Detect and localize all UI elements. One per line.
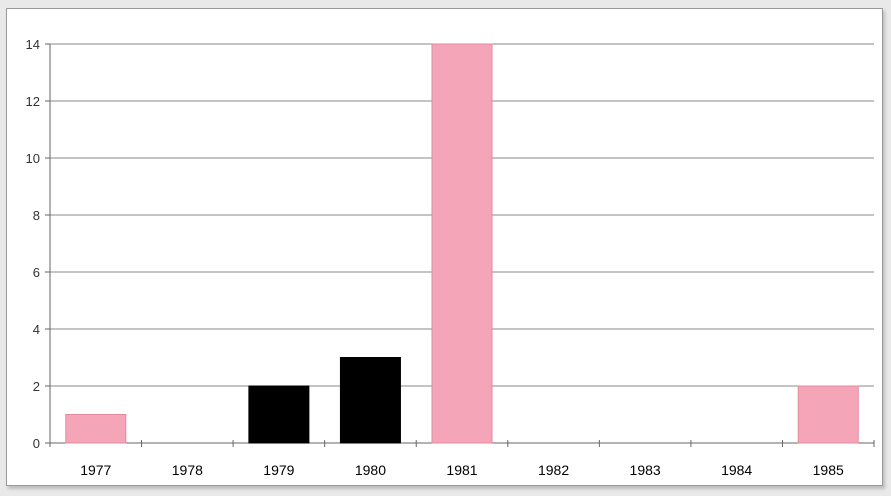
x-tick-label: 1984 (721, 462, 752, 478)
x-tick-label: 1979 (263, 462, 294, 478)
bar-1981 (431, 43, 493, 444)
y-tick-label: 6 (33, 265, 40, 280)
x-tick-label: 1977 (80, 462, 111, 478)
y-tick-label: 4 (33, 322, 40, 337)
x-tick-label: 1981 (446, 462, 477, 478)
bar-1985 (797, 385, 859, 444)
x-tick-label: 1980 (355, 462, 386, 478)
y-tick-label: 2 (33, 379, 40, 394)
x-tick-label: 1985 (813, 462, 844, 478)
y-tick-label: 10 (26, 151, 40, 166)
y-tick-label: 8 (33, 208, 40, 223)
y-tick-label: 0 (33, 436, 40, 451)
y-tick-label: 14 (26, 37, 40, 52)
bar-1980 (339, 357, 401, 444)
y-tick-label: 12 (26, 94, 40, 109)
bar-1977 (65, 414, 127, 444)
x-tick-label: 1978 (172, 462, 203, 478)
bar-1979 (248, 385, 310, 444)
x-tick-label: 1982 (538, 462, 569, 478)
x-tick-label: 1983 (630, 462, 661, 478)
